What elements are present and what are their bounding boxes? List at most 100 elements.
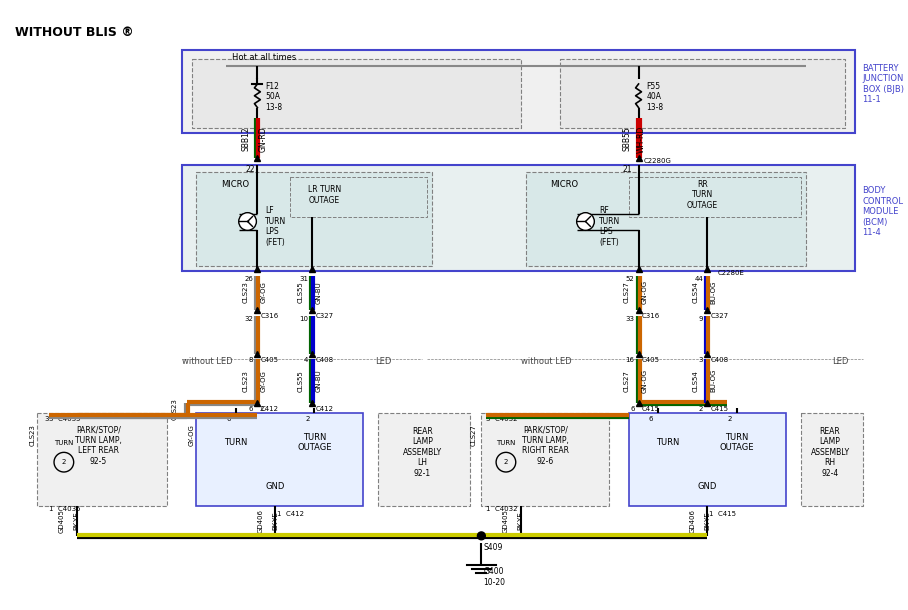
Text: PARK/STOP/
TURN LAMP,
RIGHT REAR
92-6: PARK/STOP/ TURN LAMP, RIGHT REAR 92-6 [522, 425, 568, 465]
Text: S409: S409 [483, 543, 503, 551]
Text: 22: 22 [246, 165, 255, 173]
Text: REAR
LAMP
ASSEMBLY
RH
92-4: REAR LAMP ASSEMBLY RH 92-4 [811, 427, 850, 478]
Text: 52: 52 [626, 276, 635, 282]
Text: 2: 2 [62, 459, 66, 465]
Text: 2: 2 [305, 416, 310, 422]
Text: CLS27: CLS27 [624, 370, 630, 392]
Text: GD406: GD406 [257, 509, 263, 533]
Text: TURN: TURN [497, 440, 516, 445]
Text: 3  C4032: 3 C4032 [487, 416, 518, 422]
Text: 1  C415: 1 C415 [709, 511, 736, 517]
Text: 1  C4035: 1 C4035 [49, 506, 81, 512]
Text: SBB12: SBB12 [242, 127, 250, 151]
Text: CLS23: CLS23 [242, 281, 249, 303]
Text: BK-YE: BK-YE [518, 512, 524, 531]
Text: LED: LED [375, 357, 391, 367]
Text: 1  C4032: 1 C4032 [487, 506, 518, 512]
Polygon shape [196, 413, 363, 506]
Polygon shape [801, 413, 863, 506]
Text: TURN: TURN [656, 438, 680, 447]
Text: 16: 16 [626, 357, 635, 363]
Text: without LED: without LED [520, 357, 571, 367]
Text: without LED: without LED [182, 357, 232, 367]
Text: CLS55: CLS55 [298, 370, 303, 392]
Text: MICRO: MICRO [221, 180, 249, 189]
Polygon shape [192, 59, 520, 128]
Polygon shape [560, 59, 844, 128]
Text: 3: 3 [699, 357, 704, 363]
Text: RR
TURN
OUTAGE: RR TURN OUTAGE [686, 180, 718, 210]
Text: 2: 2 [504, 459, 508, 465]
Text: C415: C415 [710, 406, 728, 412]
Text: C408: C408 [710, 357, 728, 363]
Polygon shape [182, 49, 854, 133]
Text: BODY
CONTROL
MODULE
(BCM)
11-4: BODY CONTROL MODULE (BCM) 11-4 [863, 187, 903, 237]
Polygon shape [37, 413, 167, 506]
Text: 21: 21 [622, 165, 632, 173]
Text: GN-OG: GN-OG [641, 280, 647, 304]
Text: GN-BU: GN-BU [315, 369, 321, 392]
Text: C327: C327 [315, 313, 333, 319]
Text: CLS55: CLS55 [298, 281, 303, 303]
Text: BU-OG: BU-OG [710, 281, 716, 304]
Text: C405: C405 [261, 357, 279, 363]
Text: LED: LED [832, 357, 848, 367]
Text: F55
40A
13-8: F55 40A 13-8 [646, 82, 664, 112]
Text: 2: 2 [260, 406, 263, 412]
Text: CLS54: CLS54 [693, 281, 698, 303]
Text: 6: 6 [630, 406, 635, 412]
Text: G400
10-20: G400 10-20 [483, 567, 506, 587]
Circle shape [54, 453, 74, 472]
Polygon shape [526, 173, 805, 266]
Text: GY-OG: GY-OG [189, 424, 194, 446]
Text: BK-YE: BK-YE [272, 512, 278, 531]
Text: TURN: TURN [224, 438, 248, 447]
Text: GY-OG: GY-OG [261, 281, 266, 303]
Circle shape [577, 213, 595, 231]
Text: CLS23: CLS23 [172, 398, 178, 420]
Text: Hot at all times: Hot at all times [232, 52, 296, 62]
Text: 26: 26 [244, 276, 253, 282]
Text: TURN: TURN [54, 440, 74, 445]
Text: 3: 3 [44, 416, 49, 422]
Text: BK-YE: BK-YE [74, 512, 80, 531]
Text: WH-RD: WH-RD [637, 125, 646, 152]
Text: 3  C4035: 3 C4035 [49, 416, 81, 422]
Text: F12
50A
13-8: F12 50A 13-8 [265, 82, 282, 112]
Text: REAR
LAMP
ASSEMBLY
LH
92-1: REAR LAMP ASSEMBLY LH 92-1 [403, 427, 442, 478]
Text: GND: GND [697, 483, 717, 491]
Polygon shape [196, 173, 432, 266]
Text: C415: C415 [641, 406, 659, 412]
Text: GD405: GD405 [503, 509, 508, 533]
Text: 31: 31 [300, 276, 309, 282]
Text: MICRO: MICRO [550, 180, 578, 189]
Text: 9: 9 [699, 316, 704, 322]
Text: GN-RD: GN-RD [259, 126, 268, 152]
Text: 1  C412: 1 C412 [277, 511, 304, 517]
Text: LR TURN
OUTAGE: LR TURN OUTAGE [308, 185, 340, 205]
Text: GD406: GD406 [689, 509, 696, 533]
Text: BU-OG: BU-OG [710, 369, 716, 392]
Text: C405: C405 [641, 357, 659, 363]
Polygon shape [481, 413, 609, 506]
Text: PARK/STOP/
TURN LAMP,
LEFT REAR
92-5: PARK/STOP/ TURN LAMP, LEFT REAR 92-5 [74, 425, 122, 465]
Circle shape [478, 532, 485, 540]
Text: C412: C412 [315, 406, 333, 412]
Text: C412: C412 [261, 406, 279, 412]
Text: 6: 6 [226, 416, 231, 422]
Text: GND: GND [265, 483, 285, 491]
Text: CLS27: CLS27 [470, 424, 477, 446]
Text: CLS23: CLS23 [242, 370, 249, 392]
Text: 4: 4 [304, 357, 309, 363]
Text: C327: C327 [710, 313, 728, 319]
Polygon shape [628, 413, 786, 506]
Text: C2280G: C2280G [644, 157, 671, 163]
Text: CLS27: CLS27 [624, 281, 630, 303]
Text: RF
TURN
LPS
(FET): RF TURN LPS (FET) [599, 206, 620, 246]
Text: 2: 2 [699, 406, 704, 412]
Text: C316: C316 [641, 313, 660, 319]
Text: BK-YE: BK-YE [705, 512, 710, 531]
Text: 33: 33 [626, 316, 635, 322]
Polygon shape [182, 165, 854, 271]
Text: LF
TURN
LPS
(FET): LF TURN LPS (FET) [265, 206, 287, 246]
